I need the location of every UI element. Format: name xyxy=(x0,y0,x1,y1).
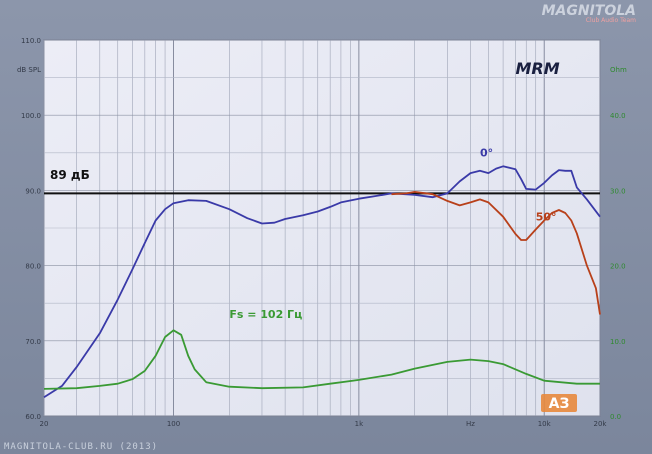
x-tick-label: Hz xyxy=(466,420,475,428)
series-line-0 xyxy=(43,165,601,398)
axis-ticks: 60.0 70.0 80.0 90.0 100.0 110.0 dB SPL 0.0 10.0 2… xyxy=(17,37,627,428)
series-line-2 xyxy=(43,329,600,390)
grid xyxy=(43,39,601,417)
y-left-tick-label: 60.0 xyxy=(25,413,41,421)
series-group xyxy=(43,165,601,398)
y-right-tick-label: 40.0 xyxy=(610,112,626,120)
y-left-tick-label: 70.0 xyxy=(25,338,41,346)
y-left-tick-label: 100.0 xyxy=(21,112,41,120)
y-right-tick-label: 10.0 xyxy=(610,338,626,346)
y-right-tick-label: 30.0 xyxy=(610,187,626,195)
y-left-tick-label: 80.0 xyxy=(25,263,41,271)
annotation-label-3: 89 дБ xyxy=(50,168,90,182)
x-tick-label: 1k xyxy=(355,420,364,428)
annotations: 0° 50° Fs = 102 Гц 89 дБ MRM xyxy=(50,59,560,321)
x-tick-label: 20k xyxy=(594,420,608,428)
y-left-tick-label: 90.0 xyxy=(25,187,41,195)
series-line-1 xyxy=(391,190,601,315)
y-left-tick-label: 110.0 xyxy=(21,37,41,45)
y-left-unit-label: dB SPL xyxy=(17,66,41,74)
annotation-label-1: 50° xyxy=(536,210,557,223)
y-right-tick-label: 20.0 xyxy=(610,263,626,271)
y-right-unit-label: Ohm xyxy=(610,66,627,74)
annotation-label-4: MRM xyxy=(516,59,560,78)
x-tick-label: 100 xyxy=(167,420,180,428)
watermark-main: MAGNITOLA xyxy=(541,3,636,19)
y-right-tick-label: 0.0 xyxy=(610,413,621,421)
watermark-sub: Club Audio Team xyxy=(585,17,636,24)
annotation-label-2: Fs = 102 Гц xyxy=(229,308,302,321)
x-tick-label: 20 xyxy=(40,420,49,428)
annotation-label-0: 0° xyxy=(480,147,493,160)
svg-text:АЗ: АЗ xyxy=(549,396,570,412)
watermark-logo: MAGNITOLA Club Audio Team xyxy=(542,4,636,24)
a3-logo: АЗ xyxy=(541,394,577,412)
footer-caption: MAGNITOLA-CLUB.RU (2013) xyxy=(4,442,159,452)
x-tick-label: 10k xyxy=(538,420,552,428)
